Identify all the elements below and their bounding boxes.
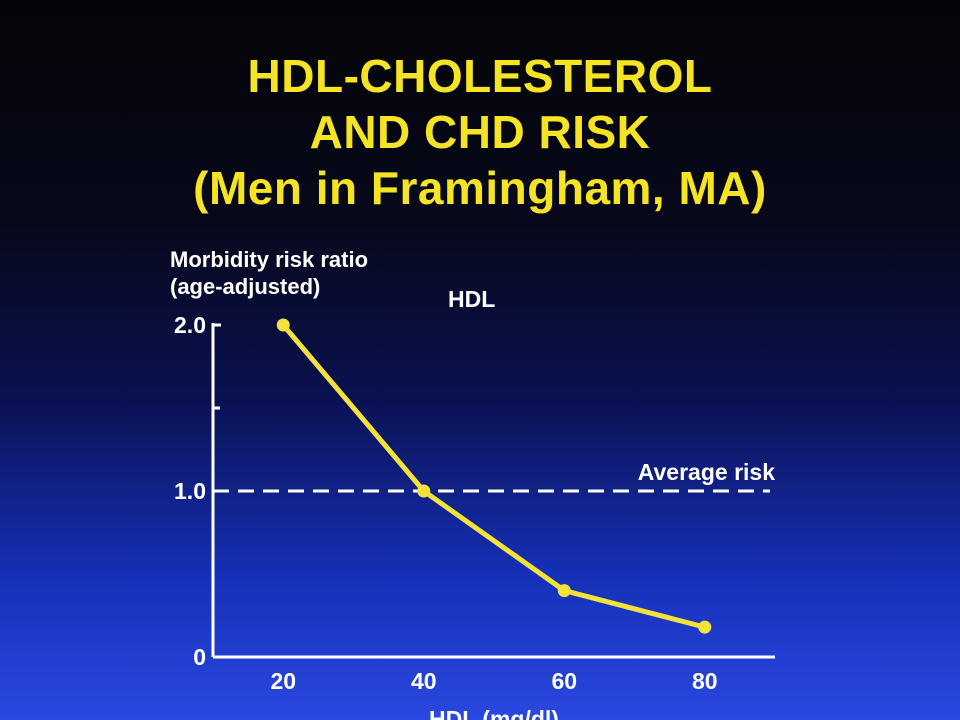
series-label-hdl: HDL [448,286,496,312]
y-axis-label-line-2: (age-adjusted) [170,274,321,299]
x-tick-label-2: 60 [551,668,577,694]
x-tick-label-1: 40 [411,668,437,694]
data-point-0-3 [698,620,712,634]
x-axis-label: HDL (mg/dl) [429,706,559,720]
chart-title: HDL-CHOLESTEROL AND CHD RISK (Men in Fra… [0,48,960,216]
chart-title-line-3: (Men in Framingham, MA) [193,162,767,214]
y-axis-label-line-1: Morbidity risk ratio [170,247,369,272]
y-tick-label-1: 1.0 [174,478,206,504]
chart-title-line-1: HDL-CHOLESTEROL [247,50,713,102]
chart-title-line-2: AND CHD RISK [309,106,651,158]
y-tick-label-2: 2.0 [174,312,206,338]
x-tick-label-0: 20 [270,668,296,694]
x-tick-label-3: 80 [692,668,718,694]
data-point-0-0 [276,318,290,332]
data-point-0-1 [417,484,431,498]
series-line-0 [280,322,708,630]
y-tick-label-0: 0 [193,644,206,670]
y-axis-label: Morbidity risk ratio (age-adjusted) [170,246,368,300]
average-risk-label: Average risk [638,459,775,485]
data-point-0-2 [557,584,571,598]
